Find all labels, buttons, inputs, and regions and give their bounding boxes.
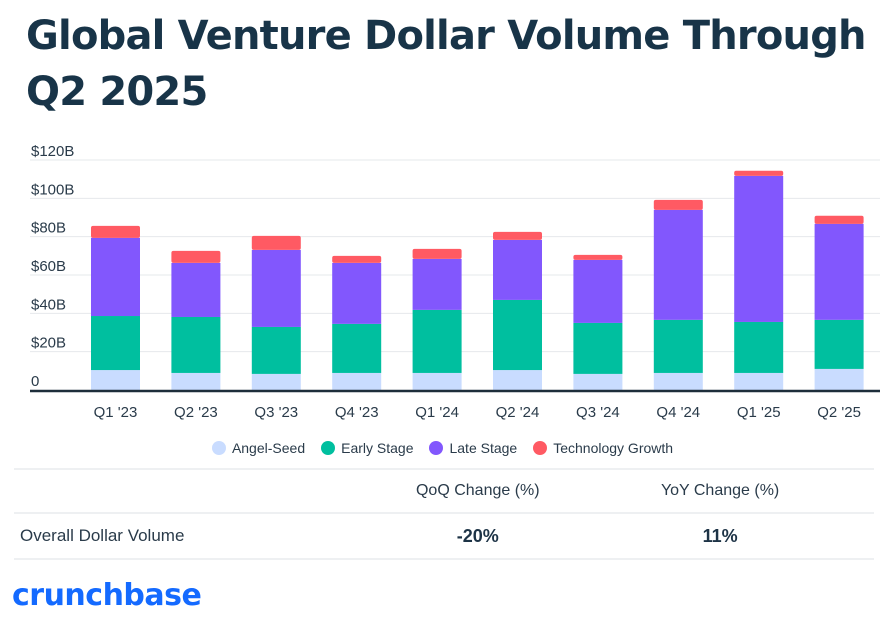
bar-stack[interactable] [171,250,221,390]
bar-segment-technology-growth[interactable] [332,255,382,263]
legend-label: Early Stage [341,440,414,456]
bar-segment-technology-growth[interactable] [653,199,703,210]
x-tick-label: Q3 '24 [576,404,620,421]
legend-item-technology-growth[interactable]: Technology Growth [533,440,673,456]
legend-label: Late Stage [449,440,518,456]
change-table: QoQ Change (%) YoY Change (%) Overall Do… [14,468,874,560]
bar-segment-late-stage[interactable] [734,175,784,322]
x-tick-label: Q2 '24 [496,404,540,421]
bar-stack[interactable] [814,215,864,390]
x-tick-label: Q2 '23 [174,404,218,421]
y-tick-label: 0 [31,373,39,390]
bars [91,170,864,390]
bar-segment-early-stage[interactable] [734,321,784,373]
x-tick-label: Q1 '23 [94,404,138,421]
bar-segment-early-stage[interactable] [573,322,623,374]
bar-segment-angel-seed[interactable] [653,372,703,390]
bar-segment-early-stage[interactable] [653,319,703,373]
legend-item-angel-seed[interactable]: Angel-Seed [211,440,306,456]
x-tick-label: Q4 '23 [335,404,379,421]
bar-stack[interactable] [573,254,623,390]
bar-segment-angel-seed[interactable] [493,370,542,390]
bar-stack[interactable] [332,255,382,390]
bar-segment-technology-growth[interactable] [573,254,623,260]
bar-segment-angel-seed[interactable] [734,372,784,390]
legend-item-early-stage[interactable]: Early Stage [321,440,413,456]
bar-segment-technology-growth[interactable] [91,225,140,238]
bar-segment-angel-seed[interactable] [332,372,382,390]
legend-swatch-angel-seed [211,441,226,455]
bar-segment-early-stage[interactable] [251,326,301,374]
legend-swatch-late-stage [429,441,444,455]
table-header-yoy: YoY Change (%) [660,482,780,499]
bar-segment-late-stage[interactable] [251,249,301,327]
y-tick-label: $80B [31,220,66,237]
bar-segment-technology-growth[interactable] [814,215,864,224]
x-tick-label: Q4 '24 [656,404,700,421]
bar-stack[interactable] [251,235,301,390]
bar-segment-angel-seed[interactable] [814,368,864,390]
bar-segment-technology-growth[interactable] [412,248,462,259]
bar-segment-angel-seed[interactable] [251,373,301,390]
bar-stack[interactable] [91,225,140,390]
bar-segment-late-stage[interactable] [332,262,382,324]
x-axis-ticks: Q1 '23 Q2 '23 Q3 '23 Q4 '23 Q1 '24 Q2 '24 Q3 '… [94,404,861,421]
bar-segment-late-stage[interactable] [814,223,864,320]
x-tick-label: Q1 '24 [415,404,459,421]
bar-segment-technology-growth[interactable] [171,250,221,263]
yoy-value: 11% [702,525,738,546]
bar-segment-early-stage[interactable] [493,299,542,371]
y-tick-label: $20B [31,335,66,352]
qoq-value: -20% [456,525,499,546]
stacked-bar-chart: 0 $20B $40B $60B $80B $100B $120B Q1 '23 Q2 '23… [30,143,880,421]
bar-segment-late-stage[interactable] [91,237,140,317]
bar-segment-angel-seed[interactable] [171,372,221,390]
y-tick-label: $100B [31,181,74,198]
y-axis-ticks: 0 $20B $40B $60B $80B $100B $120B [31,143,74,390]
y-tick-label: $120B [31,143,74,160]
bar-segment-angel-seed[interactable] [573,373,623,390]
bar-stack[interactable] [734,170,784,390]
bar-segment-early-stage[interactable] [412,309,462,373]
legend-label: Angel-Seed [231,440,306,456]
bar-segment-angel-seed[interactable] [412,372,462,390]
bar-segment-angel-seed[interactable] [91,370,140,390]
bar-segment-early-stage[interactable] [332,323,382,373]
bar-segment-technology-growth[interactable] [734,170,784,176]
bar-segment-late-stage[interactable] [171,262,221,317]
x-tick-label: Q2 '25 [817,404,861,421]
crunchbase-logo[interactable]: crunchbase [12,578,202,613]
y-tick-label: $60B [31,258,66,275]
bar-segment-technology-growth[interactable] [493,231,542,240]
bar-segment-late-stage[interactable] [653,209,703,320]
bar-stack[interactable] [493,231,542,390]
x-tick-label: Q1 '25 [737,404,781,421]
bar-segment-early-stage[interactable] [814,319,864,369]
bar-stack[interactable] [653,199,703,390]
bar-segment-late-stage[interactable] [412,258,462,310]
legend: Angel-Seed Early Stage Late Stage Techno… [0,440,885,456]
bar-segment-late-stage[interactable] [573,259,623,323]
table-row: Overall Dollar Volume -20% 11% [14,512,874,560]
bar-stack[interactable] [412,248,462,390]
bar-segment-early-stage[interactable] [91,316,140,371]
legend-label: Technology Growth [553,440,674,456]
bar-segment-late-stage[interactable] [493,239,542,300]
y-tick-label: $40B [31,296,66,313]
table-header-qoq: QoQ Change (%) [415,482,540,499]
legend-swatch-technology-growth [533,441,548,455]
row-label: Overall Dollar Volume [20,526,185,545]
table-header-row: QoQ Change (%) YoY Change (%) [14,468,874,512]
legend-item-late-stage[interactable]: Late Stage [429,440,517,456]
x-tick-label: Q3 '23 [254,404,298,421]
legend-swatch-early-stage [321,441,336,455]
chart-title: Global Venture Dollar Volume Through Q2 … [26,13,867,115]
bar-segment-technology-growth[interactable] [251,235,301,250]
bar-segment-early-stage[interactable] [171,316,221,373]
